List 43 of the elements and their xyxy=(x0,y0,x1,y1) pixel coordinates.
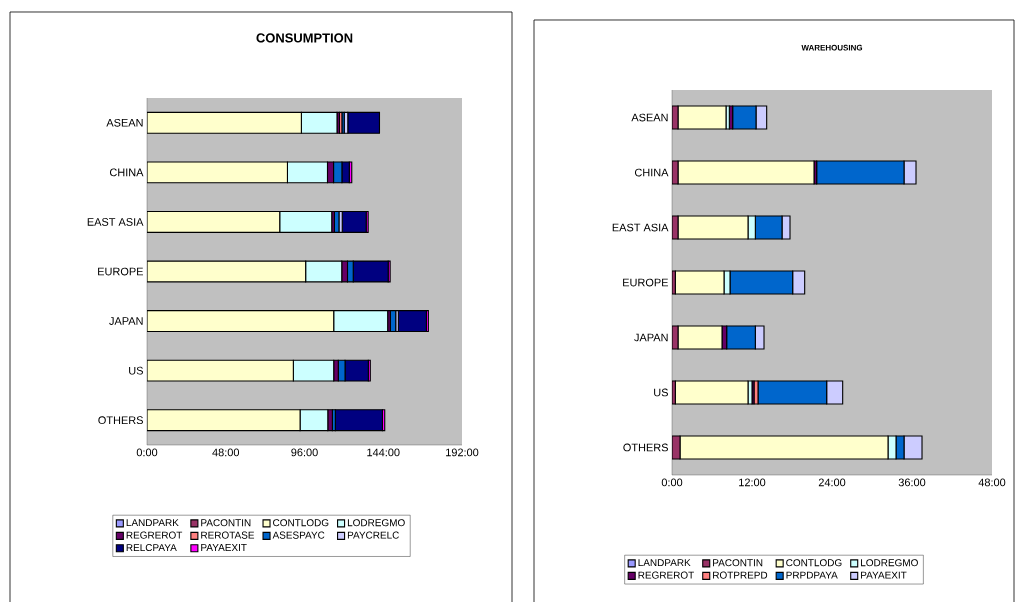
legend-label: REGREROT xyxy=(638,571,694,579)
x-tick-label: 0:00 xyxy=(661,478,683,487)
legend-label: PAYCRELC xyxy=(347,531,399,539)
y-tick-label: OTHERS xyxy=(98,416,143,425)
legend-label: ROTPREPD xyxy=(713,571,768,579)
legend-label: PRPDPAYA xyxy=(786,571,838,579)
x-tick-label: 36:00 xyxy=(898,478,926,487)
y-tick-label: EAST ASIA xyxy=(87,218,144,226)
legend-label: CONTLODG xyxy=(273,519,329,527)
x-tick-label: 0:00 xyxy=(136,448,158,457)
legend-label: CONTLODG xyxy=(786,559,842,567)
x-tick-label: 48:00 xyxy=(212,448,240,457)
legend-label: LANDPARK xyxy=(638,559,691,567)
x-tick-label: 96:00 xyxy=(291,448,318,457)
legend-label: PACONTIN xyxy=(201,519,251,527)
y-tick-label: EAST ASIA xyxy=(612,223,669,232)
legend-label: LODREGMO xyxy=(861,559,918,567)
y-tick-label: ASEAN xyxy=(106,118,143,127)
legend-label: REGREROT xyxy=(126,531,183,539)
y-tick-label: ASEAN xyxy=(631,113,668,122)
y-tick-label: JAPAN xyxy=(634,333,668,342)
y-tick-label: CHINA xyxy=(109,168,144,177)
x-tick-label: 12:00 xyxy=(739,478,766,487)
legend-label: REROTASE xyxy=(201,531,255,539)
y-tick-label: US xyxy=(129,366,143,375)
legend-label: ASESPAYC xyxy=(272,531,325,539)
legend-label: PAYAEXIT xyxy=(201,544,247,551)
legend-label: RELCPAYA xyxy=(126,544,177,552)
legend-label: LANDPARK xyxy=(126,519,179,527)
y-tick-label: CHINA xyxy=(634,168,669,177)
x-tick-label: 192:00 xyxy=(446,448,479,457)
y-tick-label: EUROPE xyxy=(623,278,669,287)
y-tick-label: EUROPE xyxy=(98,267,144,276)
y-tick-label: JAPAN xyxy=(109,317,143,325)
x-tick-label: 144:00 xyxy=(367,448,400,457)
y-tick-label: US xyxy=(654,388,668,397)
legend-label: LODREGMO xyxy=(347,519,405,527)
legend-label: PAYAEXIT xyxy=(861,571,907,579)
chart-title: CONSUMPTION xyxy=(256,33,353,43)
y-tick-label: OTHERS xyxy=(623,443,668,452)
x-tick-label: 48:00 xyxy=(978,478,1006,487)
legend-label: PACONTIN xyxy=(713,559,763,567)
x-tick-label: 24:00 xyxy=(818,478,846,487)
